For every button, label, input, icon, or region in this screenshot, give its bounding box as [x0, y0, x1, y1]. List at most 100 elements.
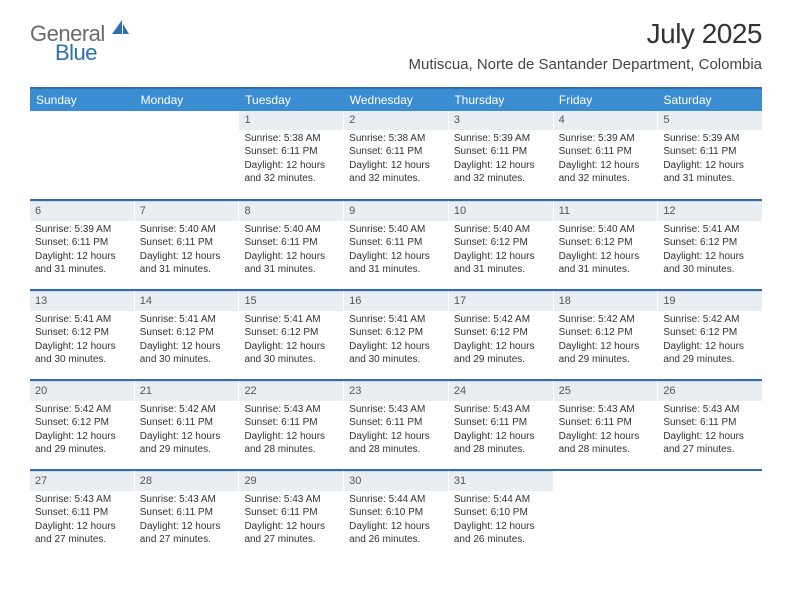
weekday-header: Saturday: [657, 89, 762, 111]
sunrise-text: Sunrise: 5:41 AM: [35, 313, 129, 327]
daylight-text: Daylight: 12 hours and 27 minutes.: [244, 520, 338, 547]
day-cell: 4Sunrise: 5:39 AMSunset: 6:11 PMDaylight…: [554, 111, 659, 199]
day-number: 12: [658, 201, 762, 221]
day-number: 14: [135, 291, 239, 311]
daylight-text: Daylight: 12 hours and 31 minutes.: [454, 250, 548, 277]
day-cell: 6Sunrise: 5:39 AMSunset: 6:11 PMDaylight…: [30, 201, 135, 289]
logo: General Blue: [30, 18, 132, 49]
day-number: 18: [554, 291, 658, 311]
day-cell: 20Sunrise: 5:42 AMSunset: 6:12 PMDayligh…: [30, 381, 135, 469]
sunrise-text: Sunrise: 5:40 AM: [454, 223, 548, 237]
weekday-header: Tuesday: [239, 89, 344, 111]
sunset-text: Sunset: 6:11 PM: [140, 506, 234, 520]
day-cell: 23Sunrise: 5:43 AMSunset: 6:11 PMDayligh…: [344, 381, 449, 469]
sunrise-text: Sunrise: 5:42 AM: [663, 313, 757, 327]
sunrise-text: Sunrise: 5:42 AM: [35, 403, 129, 417]
day-body: Sunrise: 5:43 AMSunset: 6:11 PMDaylight:…: [30, 491, 134, 551]
daylight-text: Daylight: 12 hours and 31 minutes.: [349, 250, 443, 277]
day-body: Sunrise: 5:43 AMSunset: 6:11 PMDaylight:…: [239, 491, 343, 551]
day-cell: 22Sunrise: 5:43 AMSunset: 6:11 PMDayligh…: [239, 381, 344, 469]
sunset-text: Sunset: 6:12 PM: [454, 236, 548, 250]
day-cell: 24Sunrise: 5:43 AMSunset: 6:11 PMDayligh…: [449, 381, 554, 469]
day-cell: 11Sunrise: 5:40 AMSunset: 6:12 PMDayligh…: [554, 201, 659, 289]
sunset-text: Sunset: 6:11 PM: [244, 506, 338, 520]
day-cell: [658, 471, 762, 559]
day-cell: 26Sunrise: 5:43 AMSunset: 6:11 PMDayligh…: [658, 381, 762, 469]
day-cell: 13Sunrise: 5:41 AMSunset: 6:12 PMDayligh…: [30, 291, 135, 379]
day-cell: [135, 111, 240, 199]
sunrise-text: Sunrise: 5:43 AM: [244, 493, 338, 507]
sunrise-text: Sunrise: 5:38 AM: [349, 132, 443, 146]
day-body: Sunrise: 5:41 AMSunset: 6:12 PMDaylight:…: [658, 221, 762, 281]
sunset-text: Sunset: 6:12 PM: [663, 326, 757, 340]
week-row: 20Sunrise: 5:42 AMSunset: 6:12 PMDayligh…: [30, 379, 762, 469]
daylight-text: Daylight: 12 hours and 26 minutes.: [454, 520, 548, 547]
day-cell: 1Sunrise: 5:38 AMSunset: 6:11 PMDaylight…: [239, 111, 344, 199]
daylight-text: Daylight: 12 hours and 30 minutes.: [140, 340, 234, 367]
day-body: Sunrise: 5:39 AMSunset: 6:11 PMDaylight:…: [554, 130, 658, 190]
day-number: 6: [30, 201, 134, 221]
day-number: 31: [449, 471, 553, 491]
sunset-text: Sunset: 6:11 PM: [140, 236, 234, 250]
week-row: 13Sunrise: 5:41 AMSunset: 6:12 PMDayligh…: [30, 289, 762, 379]
day-number: 29: [239, 471, 343, 491]
sunrise-text: Sunrise: 5:43 AM: [244, 403, 338, 417]
day-body: Sunrise: 5:38 AMSunset: 6:11 PMDaylight:…: [344, 130, 448, 190]
day-body: Sunrise: 5:40 AMSunset: 6:12 PMDaylight:…: [449, 221, 553, 281]
day-number: 1: [239, 111, 343, 130]
day-cell: 29Sunrise: 5:43 AMSunset: 6:11 PMDayligh…: [239, 471, 344, 559]
day-number: 26: [658, 381, 762, 401]
sunrise-text: Sunrise: 5:39 AM: [454, 132, 548, 146]
day-number: 13: [30, 291, 134, 311]
daylight-text: Daylight: 12 hours and 32 minutes.: [349, 159, 443, 186]
day-cell: 12Sunrise: 5:41 AMSunset: 6:12 PMDayligh…: [658, 201, 762, 289]
daylight-text: Daylight: 12 hours and 31 minutes.: [244, 250, 338, 277]
day-cell: 21Sunrise: 5:42 AMSunset: 6:11 PMDayligh…: [135, 381, 240, 469]
day-body: Sunrise: 5:43 AMSunset: 6:11 PMDaylight:…: [135, 491, 239, 551]
sunrise-text: Sunrise: 5:40 AM: [349, 223, 443, 237]
day-number: 11: [554, 201, 658, 221]
sunset-text: Sunset: 6:12 PM: [140, 326, 234, 340]
sunset-text: Sunset: 6:11 PM: [559, 416, 653, 430]
day-body: Sunrise: 5:40 AMSunset: 6:11 PMDaylight:…: [135, 221, 239, 281]
sunset-text: Sunset: 6:11 PM: [35, 506, 129, 520]
daylight-text: Daylight: 12 hours and 29 minutes.: [35, 430, 129, 457]
location-label: Mutiscua, Norte de Santander Department,…: [408, 56, 762, 73]
sunset-text: Sunset: 6:11 PM: [140, 416, 234, 430]
day-body: Sunrise: 5:42 AMSunset: 6:12 PMDaylight:…: [449, 311, 553, 371]
sunrise-text: Sunrise: 5:43 AM: [140, 493, 234, 507]
day-cell: 28Sunrise: 5:43 AMSunset: 6:11 PMDayligh…: [135, 471, 240, 559]
sunrise-text: Sunrise: 5:40 AM: [140, 223, 234, 237]
daylight-text: Daylight: 12 hours and 29 minutes.: [140, 430, 234, 457]
day-body: Sunrise: 5:42 AMSunset: 6:11 PMDaylight:…: [135, 401, 239, 461]
day-body: Sunrise: 5:44 AMSunset: 6:10 PMDaylight:…: [344, 491, 448, 551]
daylight-text: Daylight: 12 hours and 28 minutes.: [559, 430, 653, 457]
sail-icon: [110, 18, 130, 41]
day-number: 21: [135, 381, 239, 401]
sunset-text: Sunset: 6:12 PM: [559, 326, 653, 340]
sunrise-text: Sunrise: 5:39 AM: [663, 132, 757, 146]
day-body: Sunrise: 5:43 AMSunset: 6:11 PMDaylight:…: [449, 401, 553, 461]
week-row: 6Sunrise: 5:39 AMSunset: 6:11 PMDaylight…: [30, 199, 762, 289]
sunrise-text: Sunrise: 5:40 AM: [559, 223, 653, 237]
day-number: [554, 471, 658, 476]
weekday-header: Monday: [135, 89, 240, 111]
sunset-text: Sunset: 6:11 PM: [559, 145, 653, 159]
day-cell: 15Sunrise: 5:41 AMSunset: 6:12 PMDayligh…: [239, 291, 344, 379]
day-number: 7: [135, 201, 239, 221]
day-number: 30: [344, 471, 448, 491]
day-number: 27: [30, 471, 134, 491]
sunrise-text: Sunrise: 5:43 AM: [35, 493, 129, 507]
day-body: Sunrise: 5:39 AMSunset: 6:11 PMDaylight:…: [658, 130, 762, 190]
week-row: 1Sunrise: 5:38 AMSunset: 6:11 PMDaylight…: [30, 111, 762, 199]
sunset-text: Sunset: 6:10 PM: [349, 506, 443, 520]
sunset-text: Sunset: 6:11 PM: [349, 145, 443, 159]
weekday-header: Wednesday: [344, 89, 449, 111]
sunset-text: Sunset: 6:11 PM: [244, 236, 338, 250]
sunrise-text: Sunrise: 5:42 AM: [559, 313, 653, 327]
day-body: Sunrise: 5:40 AMSunset: 6:12 PMDaylight:…: [554, 221, 658, 281]
sunset-text: Sunset: 6:12 PM: [349, 326, 443, 340]
day-number: 9: [344, 201, 448, 221]
daylight-text: Daylight: 12 hours and 32 minutes.: [559, 159, 653, 186]
sunset-text: Sunset: 6:11 PM: [244, 145, 338, 159]
